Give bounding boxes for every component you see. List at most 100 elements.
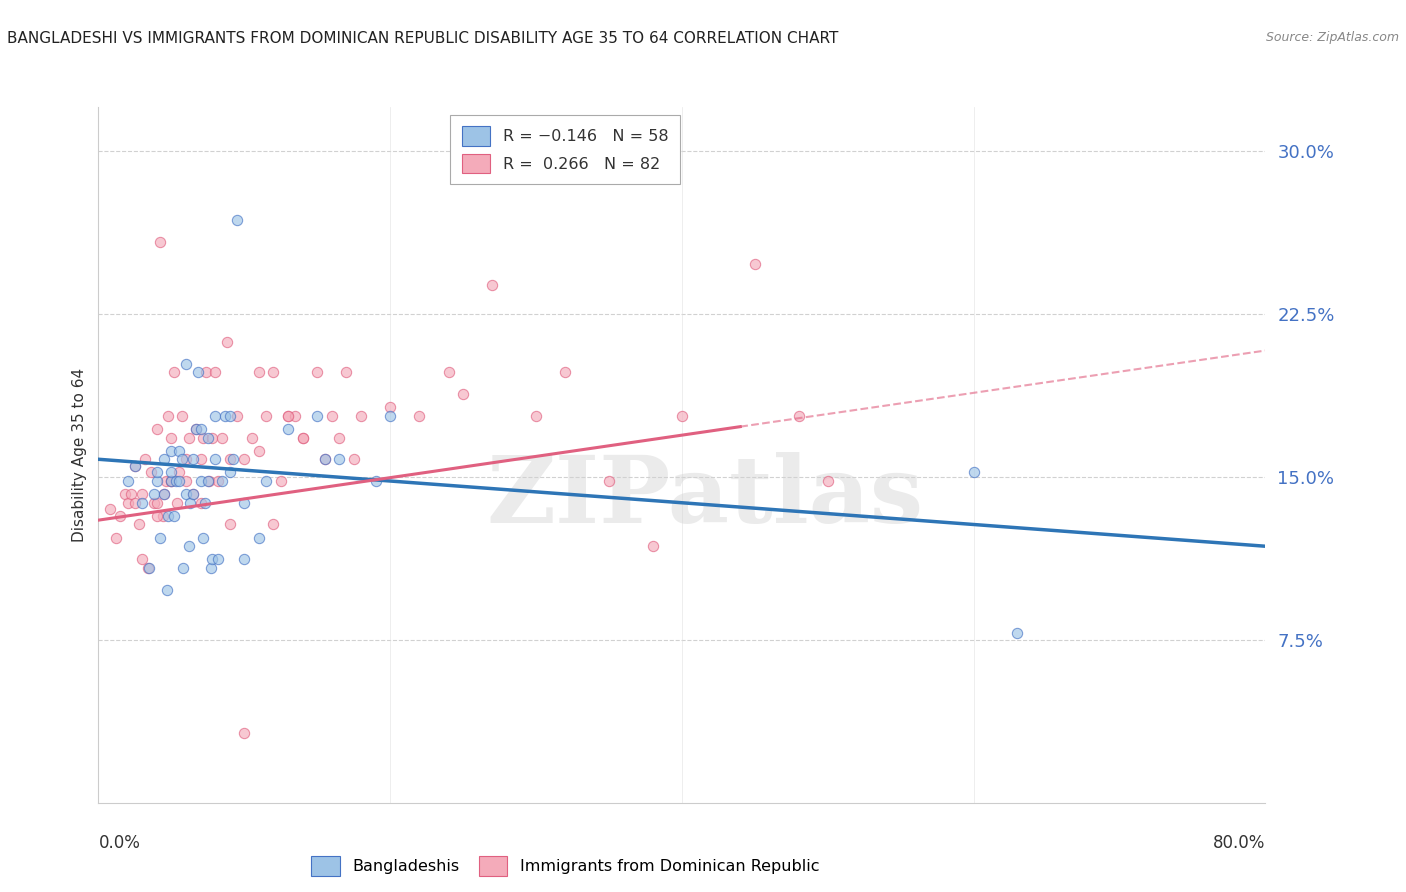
Point bbox=[167, 466, 190, 480]
Point bbox=[117, 496, 139, 510]
Point bbox=[160, 474, 183, 488]
Legend: Bangladeshis, Immigrants from Dominican Republic: Bangladeshis, Immigrants from Dominican … bbox=[301, 847, 830, 885]
Point bbox=[124, 458, 146, 473]
Point bbox=[177, 539, 200, 553]
Point bbox=[165, 474, 187, 488]
Point bbox=[193, 431, 215, 445]
Point bbox=[197, 474, 219, 488]
Point bbox=[153, 452, 176, 467]
Point bbox=[124, 458, 146, 473]
Point bbox=[207, 474, 229, 488]
Point bbox=[437, 365, 460, 379]
Point bbox=[190, 496, 212, 510]
Point bbox=[364, 474, 387, 488]
Point bbox=[146, 422, 169, 436]
Point bbox=[218, 452, 240, 467]
Point bbox=[160, 466, 183, 480]
Point bbox=[277, 409, 299, 423]
Point bbox=[254, 474, 277, 488]
Point bbox=[139, 466, 162, 480]
Point bbox=[174, 474, 197, 488]
Point bbox=[146, 508, 169, 523]
Y-axis label: Disability Age 35 to 64: Disability Age 35 to 64 bbox=[72, 368, 87, 542]
Point bbox=[170, 452, 193, 467]
Point bbox=[124, 496, 146, 510]
Text: 80.0%: 80.0% bbox=[1213, 834, 1265, 852]
Point bbox=[233, 496, 256, 510]
Point bbox=[291, 431, 314, 445]
Text: ZIPatlas: ZIPatlas bbox=[486, 451, 924, 541]
Text: Source: ZipAtlas.com: Source: ZipAtlas.com bbox=[1265, 31, 1399, 45]
Point bbox=[328, 452, 350, 467]
Point bbox=[110, 508, 132, 523]
Point bbox=[201, 552, 224, 566]
Point bbox=[233, 452, 256, 467]
Point bbox=[181, 487, 204, 501]
Point bbox=[172, 561, 194, 575]
Point bbox=[149, 235, 172, 249]
Point bbox=[142, 487, 165, 501]
Point bbox=[262, 517, 284, 532]
Point bbox=[211, 474, 233, 488]
Point bbox=[181, 452, 204, 467]
Point bbox=[114, 487, 136, 501]
Point bbox=[131, 552, 153, 566]
Point bbox=[233, 726, 256, 740]
Point bbox=[744, 257, 766, 271]
Point bbox=[307, 365, 329, 379]
Point bbox=[247, 531, 270, 545]
Point bbox=[284, 409, 307, 423]
Point bbox=[155, 474, 177, 488]
Point bbox=[270, 474, 292, 488]
Point bbox=[214, 409, 236, 423]
Point bbox=[481, 278, 503, 293]
Point bbox=[156, 582, 179, 597]
Point bbox=[190, 452, 212, 467]
Point bbox=[198, 474, 221, 488]
Point bbox=[218, 517, 240, 532]
Point bbox=[524, 409, 547, 423]
Point bbox=[181, 487, 204, 501]
Point bbox=[378, 400, 402, 414]
Point bbox=[207, 552, 229, 566]
Point bbox=[138, 561, 160, 575]
Point bbox=[197, 431, 219, 445]
Point bbox=[226, 213, 249, 227]
Point bbox=[194, 496, 217, 510]
Point bbox=[204, 365, 226, 379]
Point bbox=[174, 487, 197, 501]
Point bbox=[117, 474, 139, 488]
Point bbox=[146, 474, 169, 488]
Point bbox=[98, 502, 121, 516]
Point bbox=[153, 487, 176, 501]
Point bbox=[378, 409, 402, 423]
Point bbox=[179, 496, 201, 510]
Point bbox=[254, 409, 277, 423]
Point bbox=[262, 365, 284, 379]
Point bbox=[166, 496, 188, 510]
Point bbox=[641, 539, 664, 553]
Point bbox=[204, 452, 226, 467]
Point bbox=[350, 409, 373, 423]
Point bbox=[136, 561, 159, 575]
Point bbox=[170, 409, 193, 423]
Point bbox=[146, 496, 169, 510]
Point bbox=[240, 431, 263, 445]
Point bbox=[153, 487, 176, 501]
Point bbox=[218, 466, 240, 480]
Point bbox=[131, 487, 153, 501]
Point bbox=[157, 409, 180, 423]
Point bbox=[120, 487, 142, 501]
Point bbox=[408, 409, 430, 423]
Point bbox=[167, 474, 190, 488]
Point bbox=[233, 552, 256, 566]
Point bbox=[149, 531, 172, 545]
Point bbox=[134, 452, 156, 467]
Point bbox=[671, 409, 693, 423]
Point bbox=[160, 474, 183, 488]
Point bbox=[451, 387, 474, 401]
Point bbox=[247, 365, 270, 379]
Point bbox=[817, 474, 839, 488]
Point bbox=[277, 422, 299, 436]
Text: BANGLADESHI VS IMMIGRANTS FROM DOMINICAN REPUBLIC DISABILITY AGE 35 TO 64 CORREL: BANGLADESHI VS IMMIGRANTS FROM DOMINICAN… bbox=[7, 31, 838, 46]
